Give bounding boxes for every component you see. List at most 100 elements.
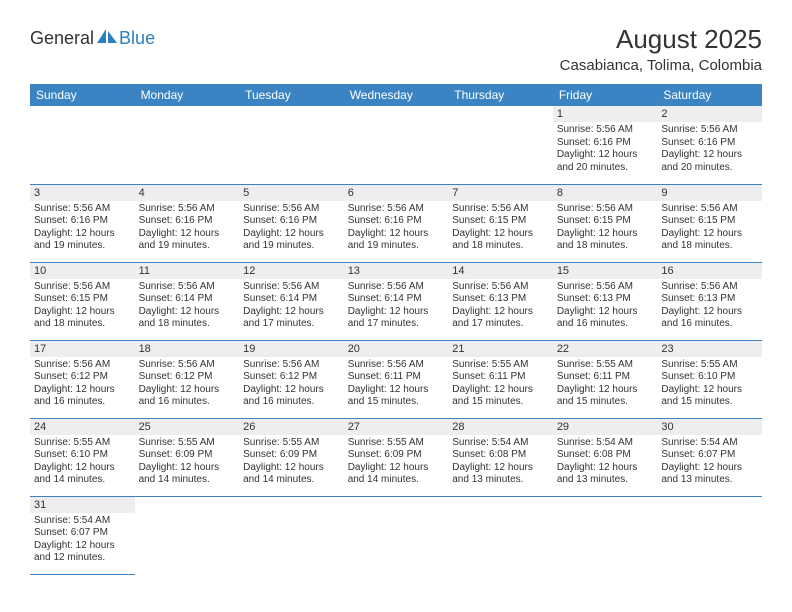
day-number: 17 xyxy=(30,341,135,357)
calendar-row: 3 Sunrise: 5:56 AMSunset: 6:16 PMDaylight… xyxy=(30,184,762,262)
calendar-cell: 30Sunrise: 5:54 AMSunset: 6:07 PMDayligh… xyxy=(657,418,762,496)
calendar-cell: 9Sunrise: 5:56 AMSunset: 6:15 PMDaylight… xyxy=(657,184,762,262)
calendar-cell: 12Sunrise: 5:56 AMSunset: 6:14 PMDayligh… xyxy=(239,262,344,340)
calendar-cell-empty xyxy=(239,106,344,184)
day-number: 12 xyxy=(239,263,344,279)
calendar-cell: 17Sunrise: 5:56 AMSunset: 6:12 PMDayligh… xyxy=(30,340,135,418)
weekday-header: Saturday xyxy=(657,84,762,106)
day-number: 24 xyxy=(30,419,135,435)
calendar-cell: 7Sunrise: 5:56 AMSunset: 6:15 PMDaylight… xyxy=(448,184,553,262)
calendar-cell-empty xyxy=(344,496,449,574)
calendar-cell-empty xyxy=(448,106,553,184)
day-details: Sunrise: 5:56 AMSunset: 6:14 PMDaylight:… xyxy=(135,279,240,335)
day-details: Sunrise: 5:56 AMSunset: 6:12 PMDaylight:… xyxy=(30,357,135,413)
day-number: 9 xyxy=(657,185,762,201)
day-details: Sunrise: 5:56 AMSunset: 6:16 PMDaylight:… xyxy=(553,122,658,178)
day-details: Sunrise: 5:55 AMSunset: 6:09 PMDaylight:… xyxy=(344,435,449,491)
day-details: Sunrise: 5:55 AMSunset: 6:11 PMDaylight:… xyxy=(553,357,658,413)
calendar-cell: 22Sunrise: 5:55 AMSunset: 6:11 PMDayligh… xyxy=(553,340,658,418)
calendar-cell: 27Sunrise: 5:55 AMSunset: 6:09 PMDayligh… xyxy=(344,418,449,496)
day-details: Sunrise: 5:56 AMSunset: 6:15 PMDaylight:… xyxy=(657,201,762,257)
calendar-cell: 26Sunrise: 5:55 AMSunset: 6:09 PMDayligh… xyxy=(239,418,344,496)
day-details: Sunrise: 5:56 AMSunset: 6:16 PMDaylight:… xyxy=(657,122,762,178)
day-details: Sunrise: 5:55 AMSunset: 6:10 PMDaylight:… xyxy=(30,435,135,491)
calendar-body: 1Sunrise: 5:56 AMSunset: 6:16 PMDaylight… xyxy=(30,106,762,574)
day-number: 11 xyxy=(135,263,240,279)
day-number: 7 xyxy=(448,185,553,201)
title-block: August 2025 Casabianca, Tolima, Colombia xyxy=(560,24,762,74)
calendar-cell: 31Sunrise: 5:54 AMSunset: 6:07 PMDayligh… xyxy=(30,496,135,574)
day-number: 14 xyxy=(448,263,553,279)
day-number: 20 xyxy=(344,341,449,357)
day-details: Sunrise: 5:56 AMSunset: 6:14 PMDaylight:… xyxy=(344,279,449,335)
day-details: Sunrise: 5:56 AMSunset: 6:15 PMDaylight:… xyxy=(448,201,553,257)
calendar-row: 24Sunrise: 5:55 AMSunset: 6:10 PMDayligh… xyxy=(30,418,762,496)
day-number: 29 xyxy=(553,419,658,435)
day-number: 16 xyxy=(657,263,762,279)
weekday-header: Wednesday xyxy=(344,84,449,106)
day-details: Sunrise: 5:55 AMSunset: 6:10 PMDaylight:… xyxy=(657,357,762,413)
day-details: Sunrise: 5:56 AMSunset: 6:16 PMDaylight:… xyxy=(239,201,344,257)
day-details: Sunrise: 5:56 AMSunset: 6:13 PMDaylight:… xyxy=(553,279,658,335)
day-number: 5 xyxy=(239,185,344,201)
calendar-cell-empty xyxy=(448,496,553,574)
calendar-cell-empty xyxy=(30,106,135,184)
logo: General Blue xyxy=(30,28,155,49)
day-number: 18 xyxy=(135,341,240,357)
day-number: 3 xyxy=(30,185,135,201)
calendar-page: General Blue August 2025 Casabianca, Tol… xyxy=(0,0,792,575)
calendar-cell-empty xyxy=(135,106,240,184)
calendar-cell: 19Sunrise: 5:56 AMSunset: 6:12 PMDayligh… xyxy=(239,340,344,418)
day-details: Sunrise: 5:56 AMSunset: 6:16 PMDaylight:… xyxy=(344,201,449,257)
day-details: Sunrise: 5:55 AMSunset: 6:11 PMDaylight:… xyxy=(448,357,553,413)
calendar-cell-empty xyxy=(135,496,240,574)
calendar-cell: 3Sunrise: 5:56 AMSunset: 6:16 PMDaylight… xyxy=(30,184,135,262)
calendar-cell: 14Sunrise: 5:56 AMSunset: 6:13 PMDayligh… xyxy=(448,262,553,340)
day-number: 21 xyxy=(448,341,553,357)
day-number: 31 xyxy=(30,497,135,513)
day-details: Sunrise: 5:54 AMSunset: 6:07 PMDaylight:… xyxy=(657,435,762,491)
calendar-cell: 6Sunrise: 5:56 AMSunset: 6:16 PMDaylight… xyxy=(344,184,449,262)
day-details: Sunrise: 5:56 AMSunset: 6:15 PMDaylight:… xyxy=(553,201,658,257)
calendar-cell-empty xyxy=(239,496,344,574)
calendar-cell: 18Sunrise: 5:56 AMSunset: 6:12 PMDayligh… xyxy=(135,340,240,418)
calendar-cell: 24Sunrise: 5:55 AMSunset: 6:10 PMDayligh… xyxy=(30,418,135,496)
day-details: Sunrise: 5:54 AMSunset: 6:08 PMDaylight:… xyxy=(553,435,658,491)
location: Casabianca, Tolima, Colombia xyxy=(560,57,762,74)
calendar-row: 17Sunrise: 5:56 AMSunset: 6:12 PMDayligh… xyxy=(30,340,762,418)
day-details: Sunrise: 5:56 AMSunset: 6:14 PMDaylight:… xyxy=(239,279,344,335)
weekday-header: Tuesday xyxy=(239,84,344,106)
calendar-table: SundayMondayTuesdayWednesdayThursdayFrid… xyxy=(30,84,762,575)
weekday-header: Sunday xyxy=(30,84,135,106)
calendar-cell: 13Sunrise: 5:56 AMSunset: 6:14 PMDayligh… xyxy=(344,262,449,340)
weekday-header: Monday xyxy=(135,84,240,106)
logo-text-general: General xyxy=(30,28,94,49)
logo-sail-icon xyxy=(97,29,117,43)
calendar-cell: 11Sunrise: 5:56 AMSunset: 6:14 PMDayligh… xyxy=(135,262,240,340)
day-number: 25 xyxy=(135,419,240,435)
day-number: 10 xyxy=(30,263,135,279)
day-number: 28 xyxy=(448,419,553,435)
day-number: 22 xyxy=(553,341,658,357)
day-details: Sunrise: 5:54 AMSunset: 6:08 PMDaylight:… xyxy=(448,435,553,491)
calendar-cell-empty xyxy=(553,496,658,574)
day-details: Sunrise: 5:56 AMSunset: 6:11 PMDaylight:… xyxy=(344,357,449,413)
day-number: 6 xyxy=(344,185,449,201)
day-number: 23 xyxy=(657,341,762,357)
calendar-cell: 23Sunrise: 5:55 AMSunset: 6:10 PMDayligh… xyxy=(657,340,762,418)
logo-text-blue: Blue xyxy=(119,28,155,49)
calendar-cell: 2Sunrise: 5:56 AMSunset: 6:16 PMDaylight… xyxy=(657,106,762,184)
month-title: August 2025 xyxy=(560,24,762,55)
calendar-cell-empty xyxy=(344,106,449,184)
day-details: Sunrise: 5:55 AMSunset: 6:09 PMDaylight:… xyxy=(239,435,344,491)
calendar-cell: 29Sunrise: 5:54 AMSunset: 6:08 PMDayligh… xyxy=(553,418,658,496)
day-number: 19 xyxy=(239,341,344,357)
calendar-cell: 28Sunrise: 5:54 AMSunset: 6:08 PMDayligh… xyxy=(448,418,553,496)
calendar-cell: 10Sunrise: 5:56 AMSunset: 6:15 PMDayligh… xyxy=(30,262,135,340)
calendar-cell-empty xyxy=(657,496,762,574)
calendar-cell: 5Sunrise: 5:56 AMSunset: 6:16 PMDaylight… xyxy=(239,184,344,262)
day-details: Sunrise: 5:56 AMSunset: 6:13 PMDaylight:… xyxy=(657,279,762,335)
day-number: 13 xyxy=(344,263,449,279)
day-number: 1 xyxy=(553,106,658,122)
calendar-cell: 25Sunrise: 5:55 AMSunset: 6:09 PMDayligh… xyxy=(135,418,240,496)
